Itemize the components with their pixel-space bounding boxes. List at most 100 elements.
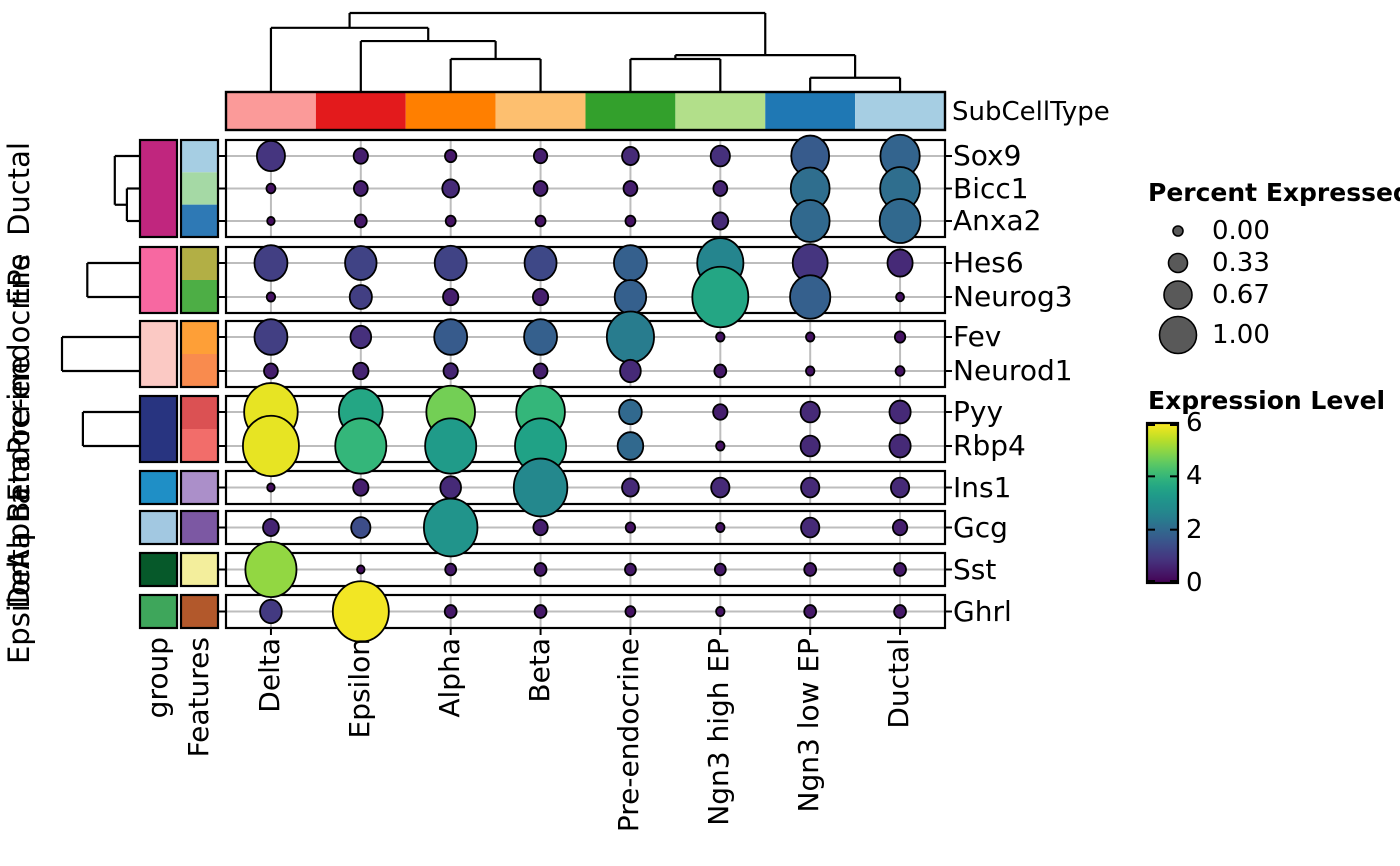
gene-label-ins1: Ins1 [953, 470, 1012, 504]
legend-size-dot-0.67 [1163, 280, 1193, 310]
dot-hes6-ductal [886, 248, 914, 278]
dot-fev-ngn3-high-ep [715, 331, 726, 343]
dot-bicc1-epsilon [352, 180, 369, 197]
row-group-label-epsilon: Epsilon [2, 559, 36, 664]
dot-neurog3-alpha [442, 287, 460, 307]
dot-gcg-ngn3-low-ep [800, 516, 821, 539]
colorbar-tick-label-0: 0 [1186, 568, 1203, 598]
dot-ghrl-ngn3-low-ep [803, 604, 818, 619]
group-annotation-ductal [138, 138, 179, 239]
dot-bicc1-beta [532, 180, 549, 197]
column-label-ngn3-high-ep: Ngn3 high EP [702, 638, 736, 826]
dot-anxa2-ductal [878, 198, 922, 244]
legend-size-dot-0.33 [1167, 252, 1189, 274]
dot-bicc1-delta [265, 182, 277, 195]
expression-level-legend-title: Expression Level [1148, 386, 1386, 415]
dot-gcg-beta [532, 518, 549, 537]
dot-gcg-delta [262, 518, 280, 537]
dot-neurod1-ngn3-high-ep [713, 363, 728, 379]
colorbar-tick-label-2: 2 [1186, 514, 1203, 545]
dot-hes6-pre-endocrine [613, 244, 648, 282]
group-annotation-pre-endocrine [138, 319, 179, 389]
dot-neurog3-delta [265, 291, 277, 303]
group-annotation-alpha [138, 509, 179, 546]
dot-rbp4-alpha [424, 417, 478, 475]
column-label-beta: Beta [522, 638, 556, 703]
subcelltype-cell-ductal [855, 92, 945, 130]
facet-box [224, 319, 947, 389]
dot-sox9-epsilon [352, 147, 369, 165]
dot-anxa2-alpha [444, 214, 457, 228]
legend-size-value-0.33: 0.33 [1212, 248, 1270, 278]
legend-size-value-0.67: 0.67 [1212, 280, 1270, 310]
dot-rbp4-ngn3-low-ep [799, 434, 821, 458]
column-label-epsilon: Epsilon [342, 638, 376, 739]
gene-label-fev: Fev [953, 320, 1002, 353]
feature-annotation-anxa2 [181, 204, 218, 237]
dot-sox9-delta [256, 139, 286, 173]
percent-expressed-legend-title: Percent Expressed [1148, 178, 1400, 207]
dot-neurod1-pre-endocrine [619, 358, 642, 384]
dot-gcg-ngn3-high-ep [715, 522, 726, 533]
dot-neurog3-beta [531, 287, 550, 307]
column-label-alpha: Alpha [432, 638, 466, 718]
legend-size-value-1.00: 1.00 [1212, 320, 1270, 350]
subcelltype-cell-alpha [405, 92, 496, 130]
dot-rbp4-delta [242, 414, 300, 478]
gene-label-neurog3: Neurog3 [953, 280, 1073, 313]
group-axis-label: group [141, 637, 174, 719]
dot-ghrl-delta [259, 598, 283, 625]
dot-neurog3-ductal [895, 291, 905, 303]
dot-sst-epsilon [356, 564, 366, 575]
dot-rbp4-ngn3-high-ep [715, 440, 726, 452]
feature-annotation-neurod1 [181, 354, 218, 387]
feature-annotation-border [179, 469, 220, 506]
dot-ghrl-ngn3-high-ep [715, 606, 726, 617]
dot-ins1-delta [266, 482, 276, 493]
dot-fev-ductal [893, 330, 907, 344]
column-label-pre-endocrine: Pre-endocrine [612, 638, 646, 833]
subcelltype-cell-epsilon [315, 92, 406, 130]
dot-ins1-alpha [439, 475, 462, 500]
feature-annotation-sox9 [181, 140, 218, 173]
subcelltype-cell-delta [226, 92, 316, 130]
dot-anxa2-beta [534, 214, 547, 228]
dot-ins1-beta [512, 457, 569, 518]
dot-pyy-ngn3-high-ep [712, 403, 729, 421]
dot-ghrl-ductal [893, 604, 907, 619]
subcelltype-cell-ngn3-high-ep [675, 92, 766, 130]
dot-fev-ngn3-low-ep [805, 331, 816, 343]
feature-annotation-border [179, 394, 220, 464]
dot-fev-alpha [433, 318, 469, 356]
feature-annotation-border [179, 245, 220, 315]
dot-neurod1-alpha [442, 362, 459, 380]
dot-sst-ngn3-high-ep [713, 562, 727, 577]
dot-bicc1-ngn3-high-ep [712, 180, 729, 197]
dot-sox9-alpha [444, 148, 458, 164]
dot-sox9-beta [532, 147, 549, 165]
dot-ins1-epsilon [352, 478, 370, 497]
feature-annotation-sst [181, 553, 218, 586]
dot-gcg-epsilon [350, 516, 372, 539]
dot-neurog3-epsilon [348, 284, 373, 310]
dot-ins1-ngn3-high-ep [710, 476, 731, 499]
column-label-ngn3-low-ep: Ngn3 low EP [792, 638, 826, 813]
legend-size-dot-1.00 [1158, 315, 1198, 355]
dot-hes6-alpha [433, 244, 468, 282]
subcelltype-cell-ngn3-low-ep [765, 92, 856, 130]
feature-annotation-border [179, 138, 220, 239]
legend-size-dot-0.00 [1172, 225, 1184, 237]
dot-gcg-alpha [423, 497, 479, 558]
dot-sox9-ngn3-high-ep [709, 144, 731, 168]
feature-annotation-border [179, 319, 220, 389]
dot-pyy-pre-endocrine [618, 398, 643, 426]
facet-box [224, 245, 947, 315]
facet-box [224, 394, 947, 464]
gene-label-pyy: Pyy [953, 395, 1004, 428]
dot-ghrl-pre-endocrine [624, 605, 637, 618]
gene-label-bicc1: Bicc1 [953, 171, 1029, 205]
dot-pyy-ngn3-low-ep [799, 400, 821, 424]
dot-neurog3-ngn3-low-ep [789, 274, 832, 320]
feature-annotation-ins1 [181, 471, 218, 504]
group-annotation-delta [138, 551, 179, 588]
